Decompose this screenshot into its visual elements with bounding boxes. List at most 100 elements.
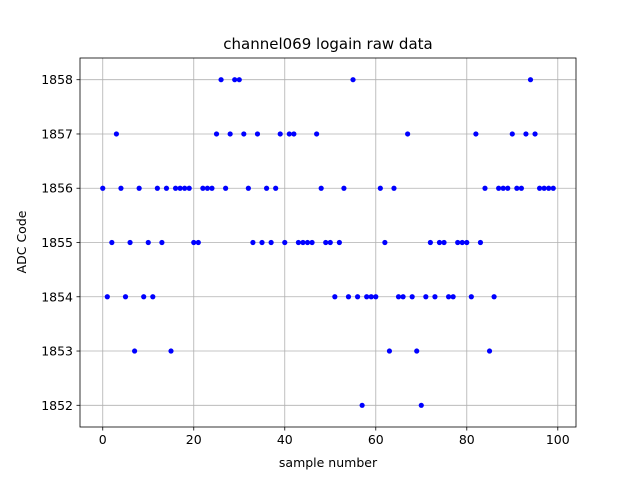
data-point bbox=[373, 294, 379, 300]
data-point bbox=[227, 131, 233, 137]
data-point bbox=[409, 294, 415, 300]
data-point bbox=[532, 131, 538, 137]
y-tick-label: 1856 bbox=[41, 181, 73, 196]
data-point bbox=[104, 294, 110, 300]
data-point bbox=[145, 239, 151, 246]
data-point bbox=[391, 185, 397, 191]
data-point bbox=[354, 294, 361, 300]
x-tick-label: 40 bbox=[277, 432, 293, 447]
y-tick-label: 1854 bbox=[41, 289, 73, 304]
data-point bbox=[509, 131, 515, 137]
data-point bbox=[132, 348, 138, 354]
data-point bbox=[418, 402, 424, 408]
data-point bbox=[232, 77, 238, 83]
x-tick-label: 80 bbox=[459, 432, 475, 447]
data-point bbox=[241, 131, 247, 137]
data-point bbox=[154, 185, 160, 191]
data-point bbox=[177, 185, 183, 191]
data-point bbox=[223, 185, 229, 191]
data-point bbox=[405, 131, 411, 137]
data-point bbox=[163, 185, 170, 191]
data-point bbox=[359, 402, 365, 408]
y-axis-label: ADC Code bbox=[14, 210, 29, 273]
data-point bbox=[186, 185, 192, 191]
data-point bbox=[195, 239, 201, 246]
data-point bbox=[168, 348, 174, 354]
chart-title: channel069 logain raw data bbox=[223, 35, 432, 53]
data-point bbox=[541, 185, 547, 191]
data-point bbox=[368, 294, 374, 300]
data-point bbox=[141, 294, 147, 300]
data-point bbox=[427, 239, 433, 246]
y-tick-label: 1852 bbox=[41, 398, 73, 413]
data-point bbox=[304, 239, 311, 246]
data-point bbox=[136, 185, 142, 191]
data-point bbox=[150, 294, 156, 300]
data-point bbox=[505, 185, 511, 191]
data-point bbox=[100, 185, 106, 191]
data-point bbox=[477, 239, 484, 246]
data-point bbox=[496, 185, 502, 191]
data-point bbox=[400, 294, 406, 300]
data-point bbox=[364, 294, 370, 300]
data-point bbox=[118, 185, 124, 191]
data-point bbox=[482, 185, 488, 191]
y-axis-ticks: 1852 1853 1854 1855 1856 1857 1858 bbox=[41, 72, 80, 413]
data-point bbox=[309, 239, 315, 246]
data-point bbox=[468, 294, 474, 300]
data-point bbox=[336, 239, 342, 246]
x-tick-label: 60 bbox=[368, 432, 384, 447]
data-point bbox=[236, 77, 242, 83]
data-point bbox=[332, 294, 338, 300]
data-point bbox=[259, 239, 265, 246]
data-point bbox=[414, 348, 420, 354]
data-point bbox=[464, 239, 470, 246]
data-point bbox=[550, 185, 556, 191]
data-point bbox=[282, 239, 288, 246]
x-tick-label: 20 bbox=[186, 432, 202, 447]
data-point bbox=[432, 294, 438, 300]
data-point bbox=[491, 294, 497, 300]
x-tick-label: 0 bbox=[99, 432, 107, 447]
data-point bbox=[300, 239, 306, 246]
data-point bbox=[109, 239, 115, 246]
data-point bbox=[523, 131, 529, 137]
data-point bbox=[536, 185, 543, 191]
data-point bbox=[327, 239, 333, 246]
x-axis-label: sample number bbox=[279, 455, 378, 470]
data-point bbox=[263, 185, 270, 191]
y-tick-label: 1857 bbox=[41, 126, 73, 141]
data-point bbox=[395, 294, 402, 300]
data-point bbox=[268, 239, 274, 246]
data-point bbox=[341, 185, 347, 191]
data-point bbox=[436, 239, 443, 246]
data-point bbox=[518, 185, 524, 191]
data-point bbox=[455, 239, 461, 246]
data-point bbox=[546, 185, 552, 191]
data-point bbox=[277, 131, 283, 137]
data-point bbox=[182, 185, 188, 191]
data-point bbox=[209, 185, 215, 191]
data-point bbox=[191, 239, 197, 246]
y-tick-label: 1858 bbox=[41, 72, 73, 87]
data-point bbox=[514, 185, 520, 191]
data-point bbox=[459, 239, 465, 246]
data-point bbox=[386, 348, 393, 354]
data-point bbox=[204, 185, 211, 191]
x-tick-label: 100 bbox=[546, 432, 570, 447]
data-point bbox=[441, 239, 447, 246]
data-point bbox=[218, 77, 224, 83]
data-point bbox=[245, 185, 251, 191]
data-point bbox=[345, 294, 352, 300]
y-tick-label: 1853 bbox=[41, 344, 73, 359]
data-point bbox=[213, 131, 220, 137]
data-point bbox=[423, 294, 429, 300]
data-point bbox=[122, 294, 129, 300]
data-point bbox=[377, 185, 383, 191]
data-point bbox=[159, 239, 165, 246]
data-point bbox=[486, 348, 493, 354]
data-point bbox=[250, 239, 256, 246]
data-point bbox=[323, 239, 329, 246]
data-point bbox=[113, 131, 120, 137]
